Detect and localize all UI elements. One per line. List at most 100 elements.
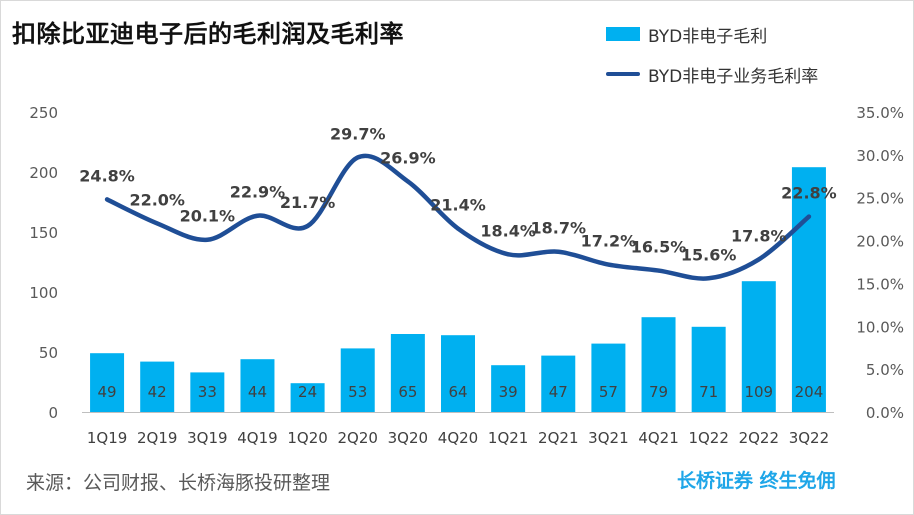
margin-value-label: 20.1% <box>180 207 236 226</box>
margin-value-label: 21.4% <box>430 196 486 215</box>
x-tick-label: 3Q22 <box>789 429 829 447</box>
legend-label-line: BYD非电子业务毛利率 <box>648 66 819 87</box>
x-tick-label: 2Q21 <box>538 429 578 447</box>
y-right-tick-label: 30.0% <box>856 147 904 165</box>
margin-point <box>756 257 761 262</box>
margin-point <box>405 179 410 184</box>
bar-value-label: 39 <box>499 383 518 401</box>
bar-value-label: 42 <box>148 383 167 401</box>
y-right-tick-label: 5.0% <box>866 361 904 379</box>
margin-value-label: 16.5% <box>631 238 687 257</box>
margin-point <box>806 214 811 219</box>
x-tick-label: 4Q19 <box>237 429 277 447</box>
margin-point <box>456 226 460 231</box>
bar-value-label: 44 <box>248 383 267 401</box>
margin-value-label: 18.7% <box>531 219 587 238</box>
legend-swatch-line <box>606 72 640 76</box>
margin-value-label: 22.0% <box>129 190 185 209</box>
legend-label-bar: BYD非电子毛利 <box>648 26 768 47</box>
bar <box>290 383 325 412</box>
bar <box>791 167 826 412</box>
bar <box>641 317 676 412</box>
margin-point <box>656 268 661 273</box>
x-tick-label: 1Q20 <box>287 429 327 447</box>
bar <box>441 335 475 412</box>
y-right-tick-label: 25.0% <box>856 190 904 208</box>
y-right-tick-label: 20.0% <box>856 233 904 251</box>
y-left-tick-label: 150 <box>29 224 58 242</box>
x-tick-label: 1Q21 <box>488 429 528 447</box>
bar <box>140 361 175 412</box>
bar <box>90 353 125 412</box>
margin-point <box>556 249 561 254</box>
margin-point <box>355 155 360 160</box>
margin-value-label: 17.8% <box>731 226 787 245</box>
x-tick-label: 1Q19 <box>87 429 127 447</box>
x-tick-label: 3Q19 <box>187 429 227 447</box>
bar-value-label: 109 <box>744 383 773 401</box>
y-left-tick-label: 0 <box>48 404 58 422</box>
bar-value-label: 57 <box>599 383 618 401</box>
bar <box>190 372 225 412</box>
y-left-tick-label: 50 <box>39 344 58 362</box>
x-tick-label: 4Q20 <box>438 429 478 447</box>
margin-value-label: 22.8% <box>781 184 837 203</box>
margin-value-label: 18.4% <box>480 221 536 240</box>
bar-value-label: 53 <box>348 383 367 401</box>
bar-value-label: 65 <box>398 383 417 401</box>
bar <box>591 343 626 412</box>
margin-line <box>104 153 812 281</box>
margin-value-label: 24.8% <box>79 166 135 185</box>
margin-value-label: 21.7% <box>280 193 336 212</box>
chart-title: 扣除比亚迪电子后的毛利润及毛利率 <box>12 20 404 48</box>
x-tick-label: 2Q20 <box>338 429 378 447</box>
bar <box>390 334 425 412</box>
x-tick-label: 2Q19 <box>137 429 177 447</box>
legend-item-bar: BYD非电子毛利 <box>606 22 818 47</box>
bar-value-label: 71 <box>699 383 718 401</box>
margin-value-label: 22.9% <box>230 183 286 202</box>
bar <box>491 365 526 412</box>
y-left-tick-label: 200 <box>29 164 58 182</box>
legend: BYD非电子毛利 BYD非电子业务毛利率 <box>606 22 818 102</box>
bar <box>741 281 776 412</box>
y-left-tick-label: 100 <box>29 284 58 302</box>
bar-value-label: 47 <box>549 383 568 401</box>
bar-value-label: 64 <box>448 383 467 401</box>
bar <box>541 355 576 412</box>
bar-value-label: 49 <box>98 383 117 401</box>
margin-point <box>706 276 711 281</box>
margin-value-label: 17.2% <box>581 232 637 251</box>
y-right-tick-label: 10.0% <box>856 318 904 336</box>
bar <box>240 359 275 412</box>
margin-point <box>255 213 260 218</box>
margin-point <box>205 237 210 242</box>
y-right-tick-label: 35.0% <box>856 104 904 122</box>
bar-value-label: 79 <box>649 383 668 401</box>
margin-point <box>155 221 160 226</box>
bar <box>691 326 726 412</box>
margin-value-label: 26.9% <box>380 148 436 167</box>
margin-point <box>305 224 310 228</box>
x-tick-label: 2Q22 <box>739 429 779 447</box>
margin-point <box>506 252 511 257</box>
bar-value-label: 33 <box>198 383 217 401</box>
y-right-tick-label: 0.0% <box>866 404 904 422</box>
bar-value-label: 204 <box>795 383 824 401</box>
x-tick-label: 1Q22 <box>688 429 728 447</box>
x-tick-label: 3Q21 <box>588 429 628 447</box>
x-tick-label: 3Q20 <box>388 429 428 447</box>
bar-value-label: 24 <box>298 383 317 401</box>
bar <box>340 348 375 412</box>
brand-slogan: 长桥证券 终生免佣 <box>677 470 836 492</box>
margin-value-label: 15.6% <box>681 245 737 264</box>
margin-value-label: 29.7% <box>330 124 386 143</box>
x-tick-label: 4Q21 <box>638 429 678 447</box>
margin-point <box>606 262 611 267</box>
legend-item-line: BYD非电子业务毛利率 <box>606 62 819 87</box>
y-right-tick-label: 15.0% <box>856 275 904 293</box>
source-note: 来源：公司财报、长桥海豚投研整理 <box>26 472 331 494</box>
legend-swatch-bar <box>606 27 640 41</box>
margin-point <box>105 197 110 202</box>
